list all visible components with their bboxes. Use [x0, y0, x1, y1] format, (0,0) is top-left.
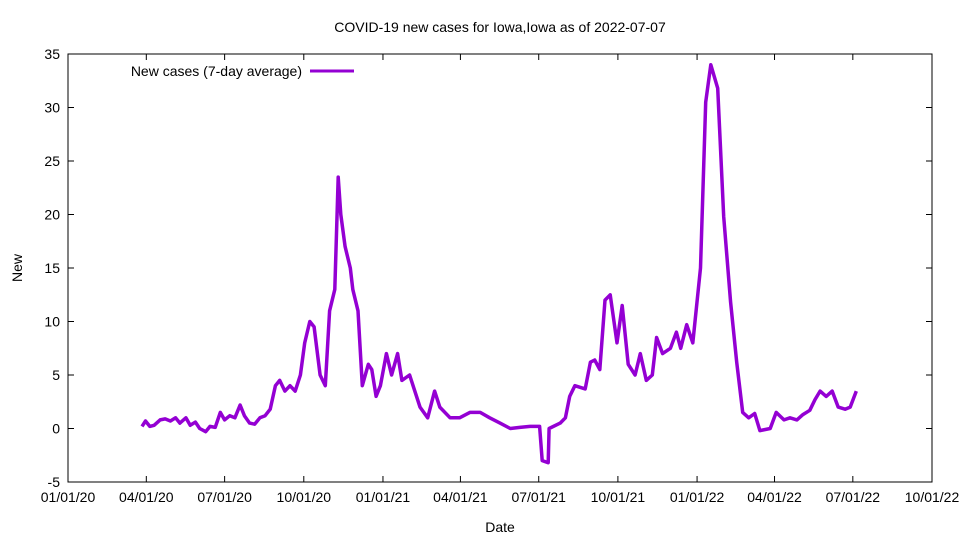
- x-axis-label: Date: [485, 519, 515, 535]
- legend-label: New cases (7-day average): [131, 63, 302, 79]
- y-axis-label: New: [9, 253, 25, 282]
- series-line-0: [140, 62, 858, 465]
- x-tick-label: 10/01/20: [277, 489, 332, 505]
- x-tick-label: 10/01/21: [591, 489, 646, 505]
- y-axis: -5 0 5 10 15 20 25 30 35: [44, 46, 932, 490]
- y-tick-label: 25: [44, 153, 60, 169]
- x-tick-label: 01/01/22: [670, 489, 725, 505]
- legend: New cases (7-day average): [131, 63, 354, 79]
- y-tick-label: 0: [52, 421, 60, 437]
- y-tick-label: 35: [44, 46, 60, 62]
- x-tick-label: 01/01/21: [356, 489, 411, 505]
- y-tick-label: 30: [44, 100, 60, 116]
- chart-title: COVID-19 new cases for Iowa,Iowa as of 2…: [334, 19, 666, 35]
- y-tick-label: 10: [44, 314, 60, 330]
- x-axis: 01/01/20 04/01/20 07/01/20 10/01/20 01/01/21…: [41, 54, 960, 505]
- x-tick-label: 04/01/22: [747, 489, 802, 505]
- plot-frame: [67, 53, 933, 483]
- x-tick-label: 07/01/22: [826, 489, 881, 505]
- y-tick-label: -5: [48, 474, 61, 490]
- x-tick-label: 01/01/20: [41, 489, 96, 505]
- x-tick-label: 04/01/21: [433, 489, 488, 505]
- x-tick-label: 07/01/20: [197, 489, 252, 505]
- y-tick-label: 15: [44, 260, 60, 276]
- x-tick-label: 10/01/22: [905, 489, 960, 505]
- x-tick-label: 04/01/20: [119, 489, 174, 505]
- series-group: [140, 62, 858, 465]
- y-tick-label: 5: [52, 367, 60, 383]
- y-tick-label: 20: [44, 207, 60, 223]
- x-tick-label: 07/01/21: [511, 489, 566, 505]
